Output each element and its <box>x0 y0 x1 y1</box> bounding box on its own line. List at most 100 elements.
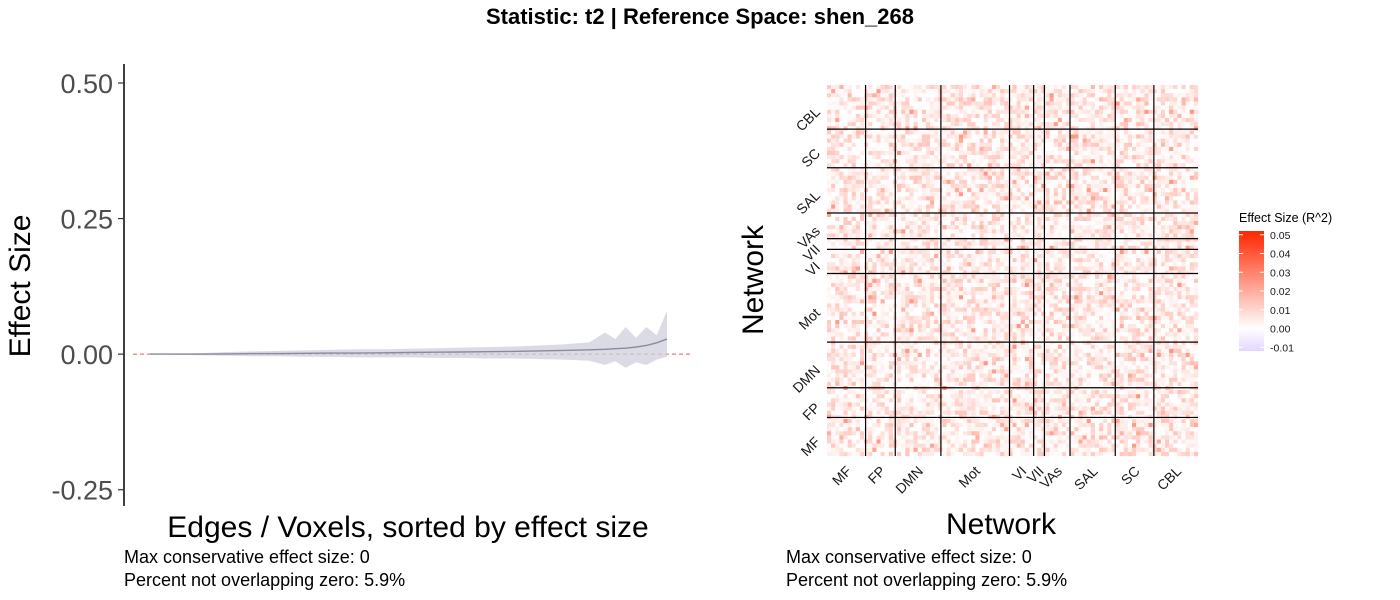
heatmap-cell <box>1189 85 1195 90</box>
heatmap-cell <box>1049 274 1054 279</box>
heatmap-cell <box>884 229 889 234</box>
heatmap-cell <box>1000 299 1005 304</box>
heatmap-cell <box>884 266 889 271</box>
heatmap-cell <box>1148 286 1153 292</box>
heatmap-cell <box>1140 85 1145 90</box>
heatmap-cell <box>1074 208 1079 213</box>
heatmap-cell <box>1140 229 1145 234</box>
heatmap-cell <box>1156 122 1162 127</box>
heatmap-cell <box>909 307 914 312</box>
heatmap-cell <box>847 175 852 180</box>
heatmap-cell <box>859 159 865 164</box>
heatmap-cell <box>930 286 935 292</box>
heatmap-cell <box>839 175 844 180</box>
heatmap-cell <box>958 142 964 147</box>
heatmap-cell <box>1127 150 1133 156</box>
heatmap-cell <box>827 101 832 106</box>
heatmap-cell <box>1070 299 1075 304</box>
heatmap-cell <box>1033 237 1038 242</box>
heatmap-cell <box>1165 258 1170 263</box>
heatmap-cell <box>1041 188 1046 193</box>
heatmap-cell <box>987 274 993 279</box>
heatmap-cell <box>872 295 877 300</box>
heatmap-cell <box>835 188 840 193</box>
heatmap-cell <box>1082 196 1087 201</box>
heatmap-cell <box>1012 167 1017 172</box>
heatmap-cell <box>1020 130 1026 135</box>
heatmap-cell <box>843 85 848 90</box>
heatmap-cell <box>1074 254 1079 259</box>
heatmap-cell <box>925 142 931 147</box>
heatmap-cell <box>1111 299 1116 304</box>
left-y-tick-label: 0.25 <box>60 205 113 235</box>
heatmap-cell <box>872 113 877 119</box>
heatmap-cell <box>942 159 947 164</box>
heatmap-cell <box>1082 101 1087 106</box>
heatmap-cell <box>934 113 939 119</box>
heatmap-cell <box>1061 175 1067 180</box>
heatmap-cell <box>1045 146 1050 152</box>
heatmap-cell <box>1177 225 1182 230</box>
heatmap-cell <box>905 117 910 123</box>
heatmap-cell <box>876 97 881 102</box>
heatmap-cell <box>1016 254 1021 259</box>
heatmap-cell <box>872 163 877 168</box>
heatmap-cell <box>859 126 865 131</box>
heatmap-cell <box>917 274 922 279</box>
heatmap-cell <box>859 97 865 102</box>
heatmap-cell <box>897 270 902 275</box>
heatmap-cell <box>1173 299 1178 304</box>
heatmap-cell <box>1103 188 1108 193</box>
heatmap-cell <box>1177 171 1182 176</box>
heatmap-cell <box>1074 117 1079 123</box>
heatmap-cell <box>901 89 906 94</box>
heatmap-cell <box>1016 171 1021 176</box>
heatmap-cell <box>1148 109 1153 114</box>
heatmap-cell <box>942 282 947 288</box>
heatmap-cell <box>930 282 935 288</box>
heatmap-cell <box>872 85 877 90</box>
heatmap-cell <box>1189 175 1195 180</box>
heatmap-cell <box>921 122 927 127</box>
heatmap-cell <box>847 291 852 296</box>
heatmap-cell <box>1094 254 1100 259</box>
heatmap-cell <box>1173 146 1178 152</box>
heatmap-cell <box>1070 117 1075 123</box>
heatmap-cell <box>1132 93 1137 98</box>
heatmap-cell <box>909 175 914 180</box>
heatmap-cell <box>1053 216 1058 222</box>
heatmap-cell <box>1177 150 1182 156</box>
heatmap-cell <box>897 97 902 102</box>
heatmap-cell <box>1189 142 1195 147</box>
heatmap-cell <box>1078 109 1083 114</box>
heatmap-cell <box>942 200 947 205</box>
heatmap-cell <box>905 175 910 180</box>
heatmap-cell <box>1008 254 1013 259</box>
heatmap-cell <box>827 208 832 213</box>
heatmap-cell <box>843 278 848 284</box>
heatmap-cell <box>1148 179 1153 185</box>
heatmap-cell <box>954 175 960 180</box>
heatmap-cell <box>1057 208 1063 213</box>
heatmap-cell <box>1004 307 1009 312</box>
heatmap-cell <box>1136 291 1141 296</box>
heatmap-cell <box>1103 89 1108 94</box>
heatmap-cell <box>839 122 844 127</box>
heatmap-cell <box>1160 249 1166 255</box>
heatmap-cell <box>925 258 931 263</box>
heatmap-cell <box>967 192 972 197</box>
heatmap-cell <box>1045 188 1050 193</box>
heatmap-cell <box>917 113 922 119</box>
heatmap-cell <box>975 122 980 127</box>
heatmap-cell <box>1008 85 1013 90</box>
heatmap-cell <box>925 171 931 176</box>
heatmap-cell <box>851 249 856 255</box>
heatmap-cell <box>880 85 885 90</box>
heatmap-cell <box>897 295 902 300</box>
heatmap-cell <box>1008 307 1013 312</box>
heatmap-cell <box>1136 105 1141 110</box>
heatmap-cell <box>1008 138 1013 143</box>
heatmap-cell <box>1140 225 1145 230</box>
heatmap-cell <box>1037 282 1042 288</box>
heatmap-cell <box>1119 208 1124 213</box>
